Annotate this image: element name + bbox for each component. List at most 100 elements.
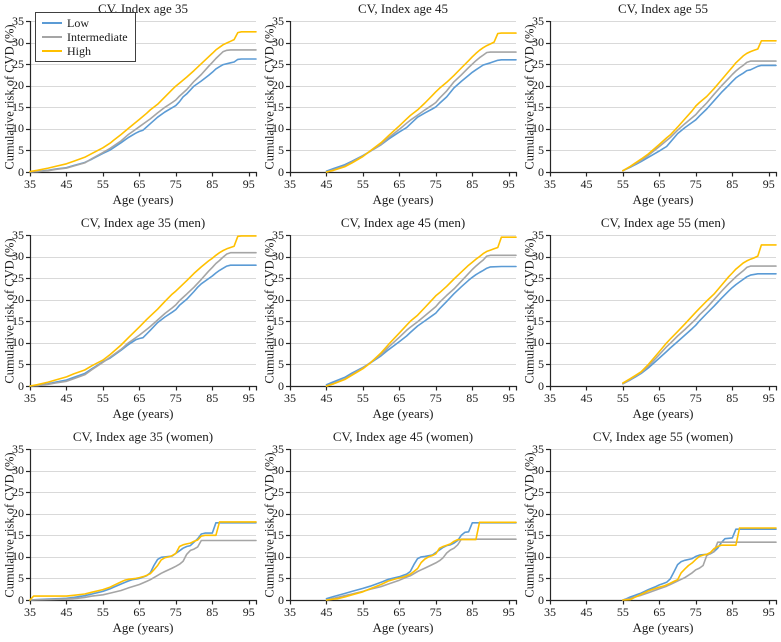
y-tick-label: 5 — [18, 356, 24, 371]
series-line-high — [622, 39, 777, 172]
series-line-high — [29, 521, 257, 601]
series-line-intermediate — [29, 251, 257, 387]
series-line-high — [325, 236, 517, 387]
y-tick-label: 25 — [272, 270, 284, 285]
y-tick-label: 25 — [272, 484, 284, 499]
chart-title: CV, Index age 55 — [617, 1, 709, 16]
series-line-high — [325, 32, 517, 173]
y-tick-label: 5 — [278, 142, 284, 157]
chart-title: CV, Index age 55 (men) — [600, 215, 726, 230]
x-tick-label: 35 — [284, 391, 296, 405]
x-tick-label: 45 — [320, 605, 333, 619]
y-tick-label: 20 — [532, 292, 544, 307]
y-tick-label: 25 — [532, 270, 544, 285]
series-line-high — [29, 235, 257, 387]
chart-panel-2: CV, Index age 45 Cumulative risk of CVD (… — [260, 0, 520, 214]
x-tick-label: 45 — [580, 391, 593, 405]
x-tick-label: 85 — [726, 391, 739, 405]
plot-area — [26, 20, 258, 177]
x-tick-label: 65 — [393, 605, 406, 619]
y-tick-label: 5 — [538, 570, 544, 585]
y-tick-label: 5 — [278, 356, 284, 371]
series-line-intermediate — [622, 60, 777, 172]
chart-title: CV, Index age 55 (women) — [592, 429, 734, 444]
x-tick-label: 35 — [24, 391, 36, 405]
x-tick-label: 85 — [466, 177, 479, 191]
y-tick-label: 0 — [278, 164, 284, 179]
y-tick-label: 10 — [12, 121, 24, 136]
y-tick-label: 20 — [532, 506, 544, 521]
legend-label-high: High — [67, 44, 91, 58]
x-tick-label: 55 — [616, 605, 629, 619]
x-tick-label: 45 — [580, 605, 593, 619]
plot-area — [26, 448, 258, 605]
y-tick-label: 5 — [538, 356, 544, 371]
legend-row-high: High — [42, 44, 128, 58]
chart-panel-3: CV, Index age 55 Cumulative risk of CVD (… — [520, 0, 781, 214]
y-tick-label: 20 — [272, 78, 284, 93]
y-tick-label: 15 — [532, 99, 544, 114]
series-line-intermediate — [29, 539, 257, 601]
chart-title: CV, Index age 35 (men) — [80, 215, 206, 230]
series-line-intermediate — [622, 265, 777, 385]
x-tick-label: 75 — [689, 177, 702, 191]
chart-title: CV, Index age 45 (women) — [332, 429, 474, 444]
x-tick-label: 55 — [356, 391, 369, 405]
legend-label-low: Low — [67, 16, 89, 30]
plot-area — [546, 20, 778, 177]
x-tick-label: 85 — [726, 177, 739, 191]
series-line-low — [622, 64, 777, 172]
x-axis-label: Age (years) — [112, 192, 174, 207]
y-tick-label: 10 — [12, 335, 24, 350]
chart-title: CV, Index age 45 (men) — [340, 215, 466, 230]
series-line-intermediate — [29, 49, 257, 173]
x-tick-label: 95 — [242, 177, 255, 191]
series-line-low — [325, 265, 517, 386]
series-line-intermediate — [325, 51, 517, 173]
x-axis-label: Age (years) — [112, 620, 174, 635]
x-tick-label: 35 — [544, 605, 556, 619]
y-tick-label: 5 — [18, 570, 24, 585]
y-tick-label: 25 — [12, 484, 24, 499]
x-tick-label: 35 — [544, 391, 556, 405]
series-line-high — [325, 521, 517, 601]
y-tick-label: 35 — [12, 227, 24, 242]
x-tick-label: 95 — [762, 391, 775, 405]
y-tick-label: 10 — [532, 549, 544, 564]
plot-area — [546, 234, 778, 391]
series-line-low — [29, 522, 257, 601]
x-tick-label: 85 — [206, 177, 219, 191]
y-tick-label: 0 — [278, 378, 284, 393]
x-tick-label: 85 — [726, 605, 739, 619]
x-tick-label: 55 — [616, 177, 629, 191]
x-tick-label: 85 — [466, 605, 479, 619]
x-tick-label: 45 — [320, 391, 333, 405]
x-tick-label: 75 — [169, 391, 182, 405]
series-line-low — [622, 272, 777, 385]
x-tick-label: 75 — [429, 605, 442, 619]
x-tick-label: 35 — [544, 177, 556, 191]
y-tick-label: 15 — [532, 527, 544, 542]
chart-panel-4: CV, Index age 35 (men) Cumulative risk of… — [0, 214, 260, 428]
y-tick-label: 10 — [532, 335, 544, 350]
y-tick-label: 15 — [272, 527, 284, 542]
x-axis-label: Age (years) — [112, 406, 174, 421]
chart-panel-1: CV, Index age 35 Cumulative risk of CVD (… — [0, 0, 260, 214]
y-tick-label: 0 — [18, 378, 24, 393]
y-tick-label: 5 — [278, 570, 284, 585]
x-tick-label: 65 — [133, 605, 146, 619]
x-tick-label: 85 — [206, 605, 219, 619]
chart-title: CV, Index age 35 (women) — [72, 429, 214, 444]
x-axis-label: Age (years) — [632, 192, 694, 207]
x-tick-label: 55 — [96, 605, 109, 619]
y-tick-label: 25 — [272, 56, 284, 71]
x-tick-label: 75 — [429, 391, 442, 405]
plot-area — [546, 448, 778, 605]
y-tick-label: 15 — [272, 99, 284, 114]
series-line-low — [325, 58, 517, 172]
series-line-low — [325, 522, 517, 600]
x-tick-label: 45 — [60, 605, 73, 619]
series-line-low — [29, 264, 257, 387]
x-tick-label: 75 — [169, 177, 182, 191]
y-tick-label: 35 — [12, 441, 24, 456]
